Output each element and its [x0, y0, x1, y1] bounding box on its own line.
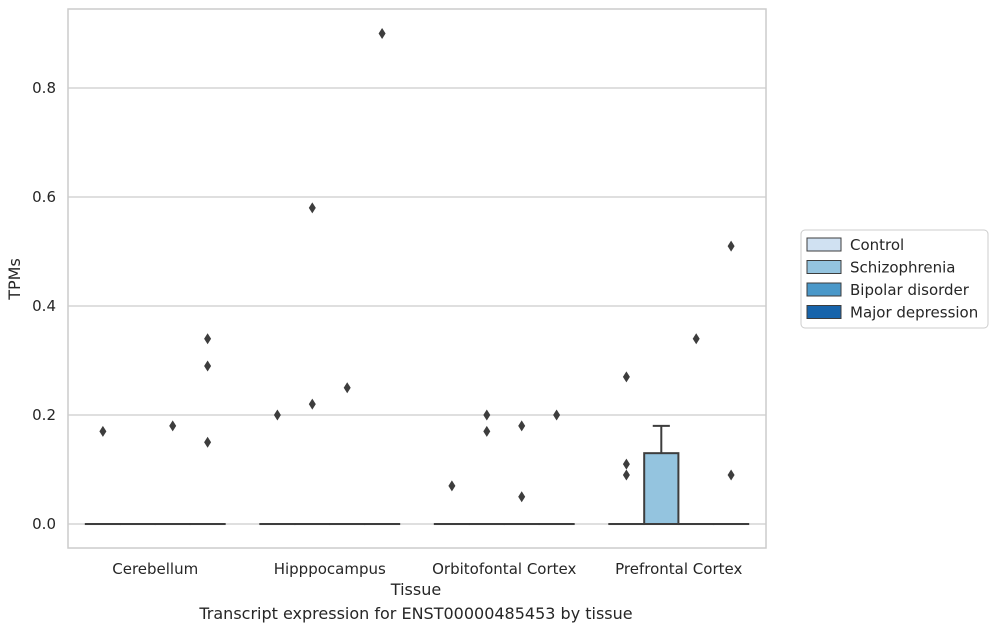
legend-swatch	[806, 282, 842, 297]
outlier-point	[343, 382, 351, 394]
outlier-point	[622, 371, 630, 383]
y-tick-label: 0.8	[32, 79, 56, 97]
outlier-point	[169, 420, 177, 432]
x-tick-label: Hipppocampus	[274, 560, 386, 578]
legend-label: Control	[850, 236, 904, 254]
outlier-point	[622, 469, 630, 481]
legend-swatch	[806, 305, 842, 319]
y-tick-label: 0.6	[32, 188, 56, 206]
outlier-point	[483, 425, 491, 437]
legend-frame	[800, 229, 989, 329]
legend-label: Major depression	[850, 304, 978, 322]
outlier-point	[518, 420, 526, 432]
legend: Control Schizophrenia Bipolar disorder Majo…	[800, 229, 989, 329]
chart-caption: Transcript expression for ENST0000048545…	[199, 604, 633, 623]
outlier-point	[308, 202, 316, 214]
y-tick-label: 0.0	[32, 515, 56, 533]
outlier-point	[204, 436, 212, 448]
x-axis-label: Tissue	[390, 580, 441, 599]
outlier-point	[692, 333, 700, 345]
outlier-point	[204, 333, 212, 345]
outlier-point	[448, 480, 456, 492]
y-tick-label: 0.2	[32, 406, 56, 424]
plot-frame	[67, 8, 767, 549]
outlier-point	[378, 28, 386, 40]
outlier-point	[483, 409, 491, 421]
x-tick-label: Prefrontal Cortex	[615, 560, 742, 578]
legend-swatch	[806, 237, 842, 252]
legend-label: Bipolar disorder	[850, 281, 970, 299]
plot-area	[84, 28, 750, 526]
legend-swatch	[806, 260, 842, 274]
axes: 0.0 0.2 0.4 0.6 0.8 Cerebellum Hipppocampus Orb…	[32, 8, 767, 578]
outlier-point	[727, 240, 735, 252]
outlier-point	[553, 409, 561, 421]
legend-label: Schizophrenia	[850, 259, 955, 277]
x-tick-label: Orbitofontal Cortex	[432, 560, 576, 578]
outlier-point	[727, 469, 735, 481]
outlier-point	[99, 425, 107, 437]
y-axis-label: TPMs	[5, 258, 24, 301]
outlier-point	[308, 398, 316, 410]
y-tick-label: 0.4	[32, 297, 56, 315]
outlier-point	[273, 409, 281, 421]
outlier-point	[204, 360, 212, 372]
outlier-point	[518, 491, 526, 503]
x-tick-label: Cerebellum	[112, 560, 198, 578]
outlier-point	[622, 458, 630, 470]
box	[643, 452, 680, 526]
